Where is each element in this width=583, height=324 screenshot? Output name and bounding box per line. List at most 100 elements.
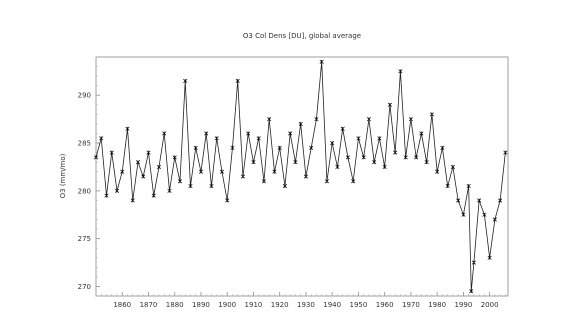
- data-point: [482, 212, 487, 217]
- data-point: [282, 184, 287, 189]
- data-point: [298, 121, 303, 126]
- data-point: [319, 59, 324, 64]
- data-point: [461, 212, 466, 217]
- plot-frame: [95, 56, 509, 297]
- data-point: [146, 150, 151, 155]
- data-point: [172, 155, 177, 160]
- data-point: [135, 160, 141, 165]
- data-point: [162, 131, 167, 136]
- data-point: [235, 78, 240, 83]
- data-point: [151, 193, 156, 198]
- data-point: [230, 145, 235, 150]
- data-point: [225, 198, 230, 203]
- data-point: [424, 160, 429, 165]
- data-point: [114, 188, 120, 193]
- data-point: [356, 136, 361, 141]
- data-point: [303, 174, 308, 179]
- series-layer: [93, 59, 508, 294]
- data-point: [419, 131, 424, 136]
- x-tick-label: 1970: [402, 301, 420, 309]
- data-point: [330, 140, 335, 146]
- data-point: [340, 126, 345, 131]
- data-point: [167, 188, 172, 193]
- data-point: [335, 164, 340, 169]
- data-point: [382, 164, 387, 169]
- x-tick-label: 1960: [376, 301, 394, 309]
- data-point: [125, 126, 130, 131]
- x-tick-label: 1940: [323, 301, 341, 309]
- data-point: [477, 198, 482, 203]
- data-point: [130, 198, 135, 203]
- data-point: [503, 150, 508, 155]
- data-point: [214, 136, 219, 141]
- data-point: [498, 198, 503, 203]
- data-point: [408, 117, 413, 122]
- data-point: [492, 217, 497, 222]
- data-point: [267, 117, 272, 122]
- data-point: [377, 136, 382, 141]
- data-point: [109, 150, 114, 155]
- data-point: [204, 131, 209, 136]
- data-point: [240, 174, 246, 179]
- data-point: [219, 169, 225, 174]
- axis-ticks: 1860 1870 1880 1890 1900 1910 1920 1930 1940 1950…: [78, 56, 506, 309]
- data-point: [193, 145, 198, 150]
- data-point: [398, 69, 403, 74]
- data-point: [471, 260, 476, 265]
- data-point: [445, 184, 450, 189]
- data-point: [361, 155, 366, 160]
- data-point: [469, 289, 474, 294]
- y-tick-label: 270: [78, 283, 91, 291]
- data-point: [487, 255, 492, 260]
- data-point: [104, 193, 109, 198]
- data-point: [256, 136, 261, 141]
- data-point: [435, 169, 440, 174]
- data-point: [177, 179, 183, 184]
- y-tick-label: 290: [78, 92, 91, 100]
- x-tick-label: 1950: [350, 301, 368, 309]
- data-point: [309, 145, 314, 150]
- x-tick-label: 1860: [113, 301, 131, 309]
- data-point: [345, 155, 350, 160]
- chart-title: O3 Col Dens [DU], global average: [243, 32, 361, 40]
- data-point: [288, 131, 293, 136]
- data-point: [120, 169, 125, 174]
- x-tick-label: 1920: [271, 301, 289, 309]
- data-point: [314, 117, 319, 122]
- x-tick-label: 1910: [245, 301, 263, 309]
- data-point: [246, 131, 251, 136]
- x-tick-label: 1990: [454, 301, 472, 309]
- data-point: [351, 179, 356, 184]
- x-tick-label: 2000: [481, 301, 499, 309]
- series-line: [95, 61, 506, 292]
- data-point: [324, 179, 329, 184]
- x-tick-label: 1900: [218, 301, 236, 309]
- data-point: [372, 160, 377, 165]
- data-point: [393, 150, 398, 155]
- data-point: [198, 169, 204, 174]
- data-point: [251, 160, 256, 165]
- data-point: [277, 145, 282, 150]
- data-point: [209, 184, 214, 189]
- data-point: [293, 160, 298, 165]
- data-point: [414, 155, 419, 160]
- data-point: [141, 174, 146, 179]
- x-tick-label: 1930: [297, 301, 315, 309]
- data-point: [183, 78, 188, 83]
- data-point: [156, 164, 162, 169]
- data-point: [440, 145, 445, 150]
- data-point: [261, 179, 266, 184]
- x-tick-label: 1870: [140, 301, 158, 309]
- data-point: [366, 117, 371, 122]
- y-tick-label: 285: [78, 140, 91, 148]
- data-point: [99, 136, 104, 141]
- data-point: [188, 184, 193, 189]
- data-point: [272, 169, 277, 174]
- data-point: [387, 102, 392, 107]
- x-tick-label: 1890: [192, 301, 210, 309]
- y-axis-label: O3 (mm/mo): [59, 153, 67, 198]
- data-point: [403, 155, 408, 160]
- y-tick-label: 275: [78, 235, 91, 243]
- x-tick-label: 1980: [428, 301, 446, 309]
